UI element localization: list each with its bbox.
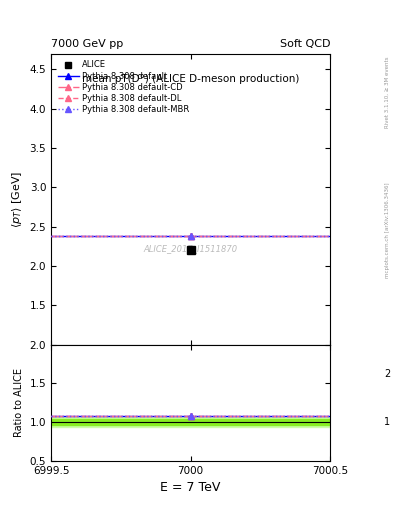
Text: 1: 1 — [384, 417, 390, 428]
Y-axis label: $\langle p_T\rangle$ [GeV]: $\langle p_T\rangle$ [GeV] — [10, 170, 24, 228]
Legend: ALICE, Pythia 8.308 default, Pythia 8.308 default-CD, Pythia 8.308 default-DL, P: ALICE, Pythia 8.308 default, Pythia 8.30… — [55, 58, 192, 116]
Text: ALICE_2017_I1511870: ALICE_2017_I1511870 — [143, 244, 238, 253]
Text: Soft QCD: Soft QCD — [280, 38, 330, 49]
Text: mean pT(D°) (ALICE D-meson production): mean pT(D°) (ALICE D-meson production) — [82, 74, 299, 84]
X-axis label: E = 7 TeV: E = 7 TeV — [160, 481, 221, 494]
Text: mcplots.cern.ch [arXiv:1306.3436]: mcplots.cern.ch [arXiv:1306.3436] — [385, 183, 389, 278]
Y-axis label: Ratio to ALICE: Ratio to ALICE — [14, 368, 24, 437]
Bar — [51, 419, 330, 425]
Bar — [51, 417, 330, 428]
Text: 7000 GeV pp: 7000 GeV pp — [51, 38, 123, 49]
Text: 2: 2 — [384, 369, 390, 379]
Text: Rivet 3.1.10, ≥ 3M events: Rivet 3.1.10, ≥ 3M events — [385, 56, 389, 128]
